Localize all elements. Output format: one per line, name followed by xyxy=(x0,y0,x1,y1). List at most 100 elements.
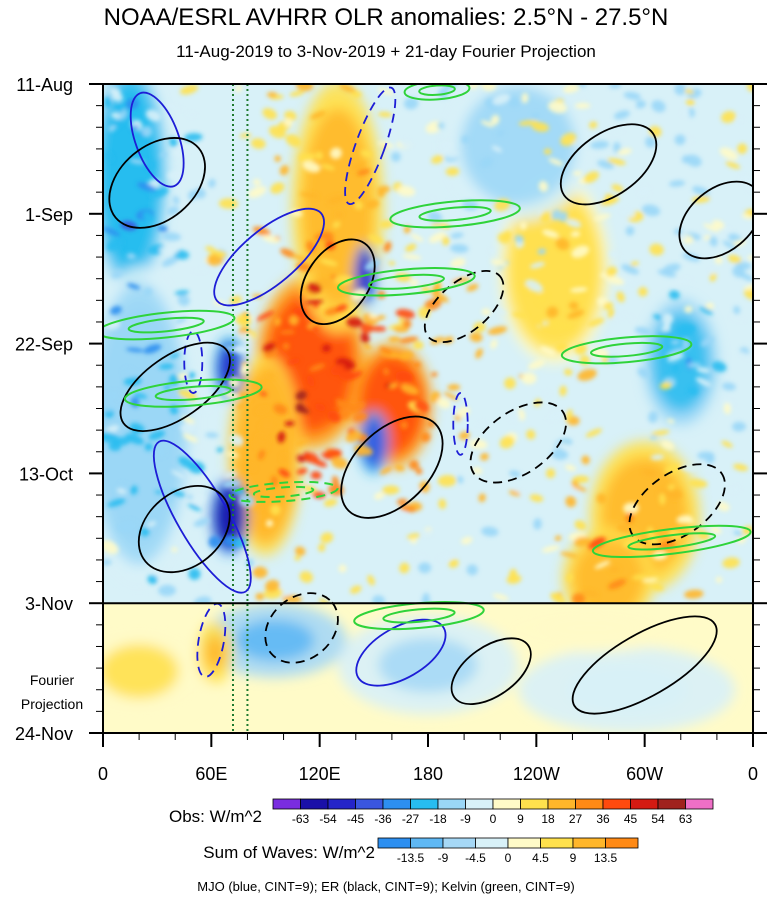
obs-patch xyxy=(177,294,190,306)
obs-patch xyxy=(377,111,392,118)
obs-patch xyxy=(396,185,416,197)
obs-patch xyxy=(222,480,241,488)
obs-patch xyxy=(306,375,315,387)
obs-patch xyxy=(525,279,543,293)
obs-patch xyxy=(422,529,433,538)
obs-patch xyxy=(193,518,210,527)
obs-patch xyxy=(537,248,547,255)
obs-patch xyxy=(727,254,742,264)
y-tick-label-2: 22-Sep xyxy=(15,335,73,355)
obs-patch xyxy=(258,448,266,461)
obs-patch xyxy=(608,250,620,258)
obs-patch xyxy=(422,592,430,604)
obs-patch xyxy=(278,468,291,478)
obs-patch xyxy=(365,199,380,209)
obs-patch xyxy=(733,305,741,315)
obs-patch xyxy=(216,447,224,453)
obs-patch xyxy=(744,287,753,300)
obs-patch xyxy=(703,223,720,232)
chart-title: NOAA/ESRL AVHRR OLR anomalies: 2.5°N - 2… xyxy=(104,4,669,31)
waves-colorbar-tick-label-3: 0 xyxy=(505,851,512,865)
obs-patch xyxy=(130,485,138,495)
er-contour-3 xyxy=(119,341,231,432)
obs-patch xyxy=(732,421,746,432)
obs-patch xyxy=(141,125,153,138)
obs-patch xyxy=(732,266,746,278)
obs-patch xyxy=(492,93,511,105)
obs-patch xyxy=(338,564,347,573)
obs-patch xyxy=(570,231,581,237)
obs-patch xyxy=(605,266,618,277)
kelvin-contour-inner-0 xyxy=(418,205,492,222)
obs-patch xyxy=(295,402,305,413)
obs-patch xyxy=(330,364,345,376)
obs-patch xyxy=(280,454,289,463)
obs-patch xyxy=(700,336,715,347)
obs-patch xyxy=(618,275,637,285)
obs-patch xyxy=(631,574,649,580)
obs-patch xyxy=(479,156,493,169)
obs-patch xyxy=(165,102,182,111)
kelvin-contour-4 xyxy=(123,378,263,408)
obs-patch xyxy=(509,470,521,478)
er-contour-7 xyxy=(571,615,718,715)
waves-colorbar-swatch-2 xyxy=(442,837,476,849)
obs-patch xyxy=(159,152,168,158)
obs-patch xyxy=(461,135,470,144)
obs-patch xyxy=(251,503,262,511)
obs-patch xyxy=(737,143,748,155)
obs-patch xyxy=(398,317,405,323)
obs-patch xyxy=(106,238,124,252)
obs-patch xyxy=(187,372,196,379)
obs-patch xyxy=(673,228,683,235)
obs-patch xyxy=(259,391,268,397)
obs-colorbar-swatch-1 xyxy=(300,798,329,810)
er-contour-0 xyxy=(108,137,206,229)
obs-patch xyxy=(672,364,680,373)
obs-patch xyxy=(717,501,730,512)
obs-patch xyxy=(594,560,611,569)
obs-patch xyxy=(240,363,250,375)
obs-patch xyxy=(182,433,198,443)
obs-patch xyxy=(458,431,470,440)
obs-patch xyxy=(314,151,323,160)
obs-patch xyxy=(266,91,278,98)
obs-patch xyxy=(174,290,190,296)
obs-patch xyxy=(543,148,552,155)
obs-patch xyxy=(402,254,422,260)
obs-patch xyxy=(448,271,457,280)
obs-patch xyxy=(323,498,338,507)
obs-patch xyxy=(611,184,624,192)
obs-patch xyxy=(676,323,696,336)
obs-colorbar-swatch-13 xyxy=(630,798,659,810)
obs-patch xyxy=(147,159,157,171)
obs-patch xyxy=(148,430,166,440)
obs-patch xyxy=(285,134,302,147)
obs-patch xyxy=(617,148,632,156)
obs-patch xyxy=(126,252,136,260)
obs-patch xyxy=(461,536,473,545)
obs-patch xyxy=(429,231,447,243)
kelvin-contour-2 xyxy=(103,309,236,341)
obs-patch xyxy=(537,319,545,328)
obs-colorbar-tick-label-6: -9 xyxy=(460,812,471,826)
obs-patch xyxy=(171,547,178,553)
er-contour-10 xyxy=(469,401,567,484)
obs-patch xyxy=(124,520,137,529)
obs-patch xyxy=(274,317,281,326)
obs-patch xyxy=(103,431,119,443)
obs-patch xyxy=(650,454,665,461)
y-tick-label-3: 13-Oct xyxy=(19,464,73,484)
obs-patch xyxy=(431,291,449,303)
obs-patch xyxy=(170,469,186,479)
projection-feature-core-4 xyxy=(205,635,225,670)
obs-patch xyxy=(270,182,285,194)
obs-patch xyxy=(350,585,362,594)
obs-patch xyxy=(521,372,537,385)
obs-patch xyxy=(146,521,157,527)
y-tick-label-1: 1-Sep xyxy=(25,205,73,225)
obs-patch xyxy=(323,232,334,244)
obs-patch xyxy=(430,336,445,345)
obs-patch xyxy=(648,411,659,423)
mjo-contour-5 xyxy=(355,618,447,687)
